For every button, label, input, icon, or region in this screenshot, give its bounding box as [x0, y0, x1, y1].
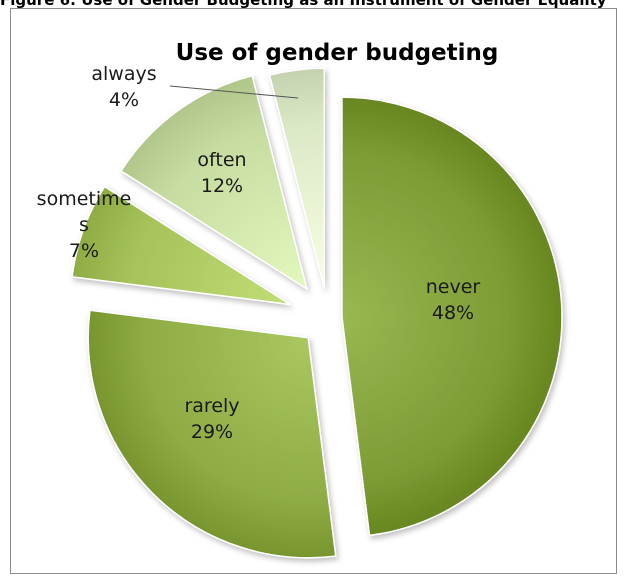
slice-label-rarely: rarely 29%	[184, 395, 239, 443]
figure-caption: Figure 6: Use of Gender Budgeting as an …	[0, 0, 607, 9]
slice-label-sometimes: sometime s 7%	[37, 188, 132, 262]
slice-label-always: always 4%	[91, 63, 156, 111]
pie-labels: never 48% rarely 29% sometime s 7% often 12% alwa…	[37, 63, 481, 443]
pie-slice-rarely	[87, 309, 337, 559]
slice-label-often: often 12%	[197, 149, 246, 197]
always-leader-line	[169, 85, 299, 99]
pie-slice-always	[268, 67, 325, 289]
chart-title: Use of gender budgeting	[176, 40, 499, 66]
slice-label-never: never 48%	[426, 276, 481, 324]
pie-slice-never	[341, 96, 563, 537]
pie-slice-often	[120, 74, 309, 291]
pie-slice-sometimes	[71, 185, 291, 306]
pie-slices	[71, 67, 563, 559]
